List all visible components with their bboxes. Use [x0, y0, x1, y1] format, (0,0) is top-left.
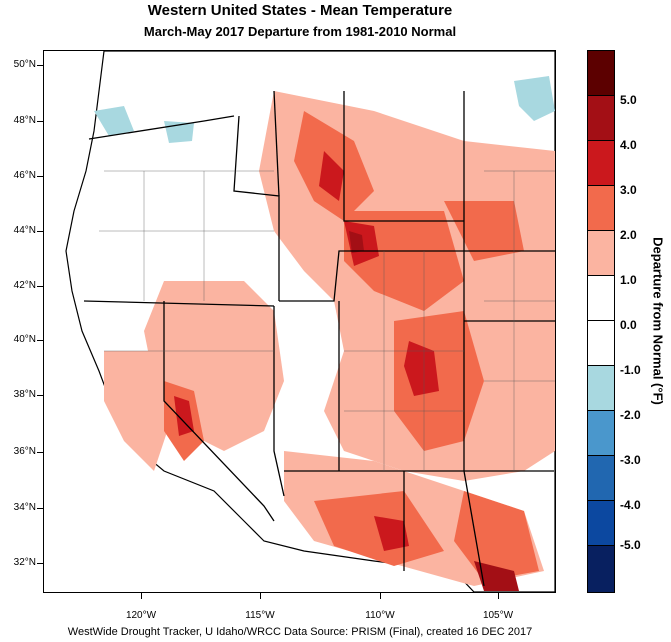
temperature-departure-map — [43, 50, 556, 593]
lat-label-44: 44°N — [13, 225, 36, 236]
colorbar-segment — [588, 96, 614, 141]
lon-label-115w: 115°W — [245, 610, 275, 621]
colorbar-segment — [588, 501, 614, 546]
anomaly-4-5 — [349, 231, 519, 591]
colorbar-segment — [588, 546, 614, 592]
lon-tick — [380, 593, 381, 599]
lat-tick — [37, 121, 43, 122]
lon-label-120w: 120°W — [125, 610, 157, 621]
lat-label-48: 48°N — [13, 115, 36, 126]
lat-tick — [37, 65, 43, 66]
state-boundaries — [83, 90, 555, 587]
colorbar-label: 2.0 — [620, 228, 637, 242]
colorbar-segment — [588, 231, 614, 276]
colorbar-label: -4.0 — [620, 498, 641, 512]
lat-label-34: 34°N — [13, 502, 36, 513]
colorbar-segment — [588, 411, 614, 456]
lon-tick — [141, 593, 142, 599]
lat-tick — [37, 452, 43, 453]
lat-tick — [37, 508, 43, 509]
county-lines — [99, 170, 555, 471]
colorbar-segment — [588, 366, 614, 411]
colorbar-segment — [588, 276, 614, 321]
lat-label-38: 38°N — [13, 389, 36, 400]
colorbar-segment — [588, 321, 614, 366]
lat-tick — [37, 286, 43, 287]
colorbar-label: 5.0 — [620, 93, 637, 107]
map-title: Western United States - Mean Temperature — [147, 2, 453, 19]
colorbar-segment — [588, 186, 614, 231]
lon-label-110w: 110°W — [365, 610, 395, 621]
anomaly-3-4 — [174, 151, 439, 551]
lat-label-42: 42°N — [13, 280, 36, 291]
lat-tick — [37, 231, 43, 232]
colorbar-label: 3.0 — [620, 183, 637, 197]
colorbar-label: -5.0 — [620, 538, 641, 552]
map-graphic — [65, 51, 555, 592]
colorbar — [587, 50, 615, 593]
lat-tick — [37, 395, 43, 396]
lat-tick — [37, 176, 43, 177]
colorbar-title: Departure from Normal (°F) — [650, 237, 666, 405]
colorbar-segment — [588, 51, 614, 96]
colorbar-label: 4.0 — [620, 138, 637, 152]
lat-label-36: 36°N — [13, 446, 36, 457]
colorbar-label: -1.0 — [620, 363, 641, 377]
map-subtitle: March-May 2017 Departure from 1981-2010 … — [143, 24, 457, 39]
lat-tick — [37, 563, 43, 564]
colorbar-label: 1.0 — [620, 273, 637, 287]
colorbar-label: 0.0 — [620, 318, 637, 332]
lat-label-40: 40°N — [13, 334, 36, 345]
lat-label-46: 46°N — [13, 170, 36, 181]
lon-tick — [260, 593, 261, 599]
anomaly-minus-1 — [94, 76, 555, 143]
lat-label-32: 32°N — [13, 557, 36, 568]
map-footer: WestWide Drought Tracker, U Idaho/WRCC D… — [67, 626, 533, 638]
colorbar-label: -3.0 — [620, 453, 641, 467]
lat-tick — [37, 340, 43, 341]
lon-tick — [498, 593, 499, 599]
colorbar-segment — [588, 141, 614, 186]
colorbar-label: -2.0 — [620, 408, 641, 422]
lat-label-50: 50°N — [13, 59, 36, 70]
lon-label-105w: 105°W — [482, 610, 514, 621]
colorbar-segment — [588, 456, 614, 501]
